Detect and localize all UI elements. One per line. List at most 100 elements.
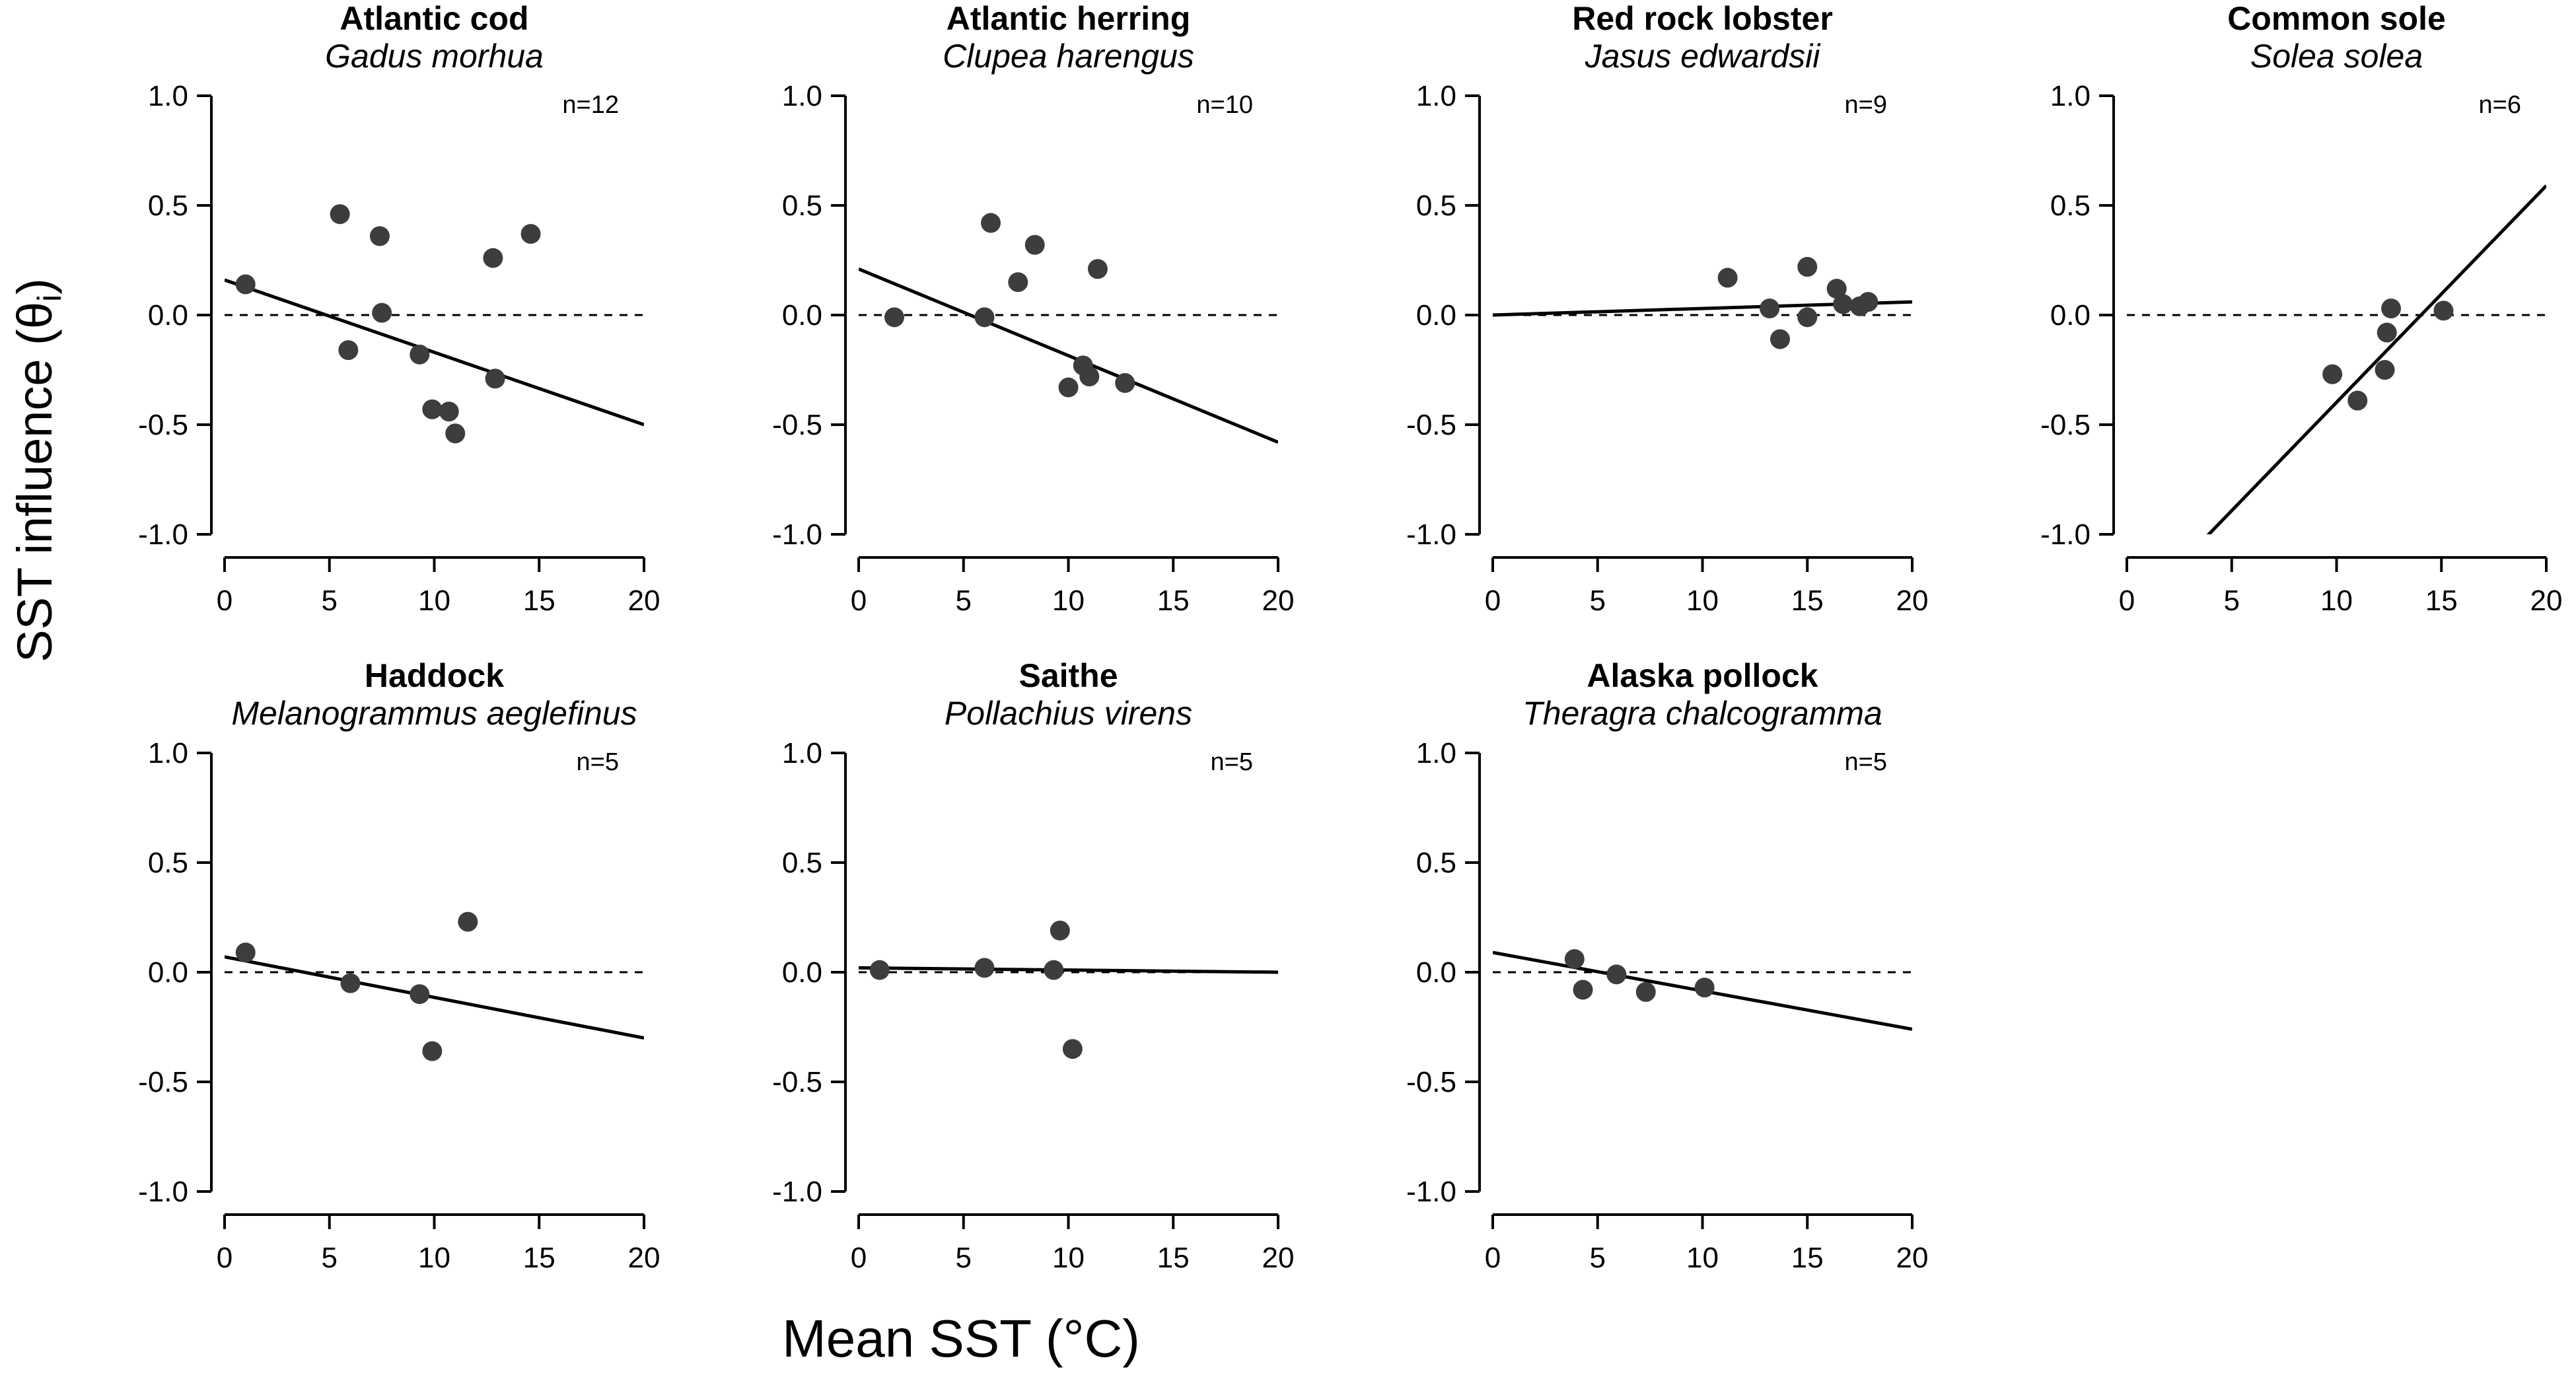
- y-tick-label: 1.0: [782, 737, 822, 769]
- regression-line: [225, 955, 644, 1040]
- data-point: [422, 1041, 443, 1061]
- data-point: [1797, 307, 1818, 328]
- x-tick-label: 15: [1791, 585, 1824, 617]
- x-tick-label: 5: [1590, 1242, 1606, 1274]
- y-tick-label: -1.0: [1406, 518, 1456, 551]
- x-tick-label: 5: [2224, 585, 2240, 617]
- x-tick-label: 15: [2425, 585, 2458, 617]
- data-point: [884, 307, 904, 328]
- plot-area: [859, 267, 1278, 444]
- x-tick-label: 5: [1590, 585, 1606, 617]
- panel-subtitle: Gadus morhua: [325, 38, 544, 75]
- y-tick-label: 0.0: [1416, 299, 1456, 332]
- sample-size-label: n=10: [1196, 91, 1253, 119]
- y-tick-label: 0.5: [782, 190, 822, 222]
- plot-area: [859, 966, 1278, 974]
- sample-size-label: n=6: [2479, 91, 2521, 119]
- x-tick-label: 10: [1052, 1242, 1085, 1274]
- panel-subtitle: Solea solea: [2250, 38, 2423, 75]
- data-point: [338, 340, 359, 361]
- y-tick-label: 0.0: [1416, 956, 1456, 989]
- data-point: [2433, 301, 2454, 321]
- y-tick-label: 0.5: [148, 190, 188, 222]
- data-point: [2322, 364, 2343, 384]
- data-point: [330, 204, 350, 225]
- panel-subtitle: Jasus edwardsii: [1585, 38, 1822, 75]
- data-point: [1079, 366, 1100, 386]
- x-axis-label: Mean SST (°C): [782, 1309, 1140, 1368]
- data-point: [1797, 256, 1818, 277]
- y-tick-label: 1.0: [1416, 737, 1456, 769]
- x-tick-label: 15: [1157, 585, 1190, 617]
- panel-title: Alaska pollock: [1587, 657, 1818, 694]
- data-point: [1115, 373, 1135, 393]
- data-point: [445, 423, 466, 444]
- data-point: [1573, 979, 1593, 1000]
- y-axis-label: SST influence (θi): [7, 278, 68, 662]
- data-point: [520, 224, 541, 244]
- data-point: [1044, 960, 1064, 980]
- panel-title: Saithe: [1019, 657, 1118, 694]
- regression-line: [225, 278, 644, 427]
- x-tick-label: 10: [418, 1242, 450, 1274]
- panel-subtitle: Clupea harengus: [943, 38, 1194, 75]
- y-tick-label: 0.5: [1416, 190, 1456, 222]
- data-point: [340, 973, 361, 993]
- x-tick-label: 0: [2119, 585, 2135, 617]
- y-tick-label: -1.0: [772, 1176, 822, 1208]
- data-point: [1833, 294, 1853, 314]
- y-tick-label: -1.0: [138, 1176, 188, 1208]
- x-tick-label: 15: [1791, 1242, 1824, 1274]
- y-tick-label: 0.5: [2050, 190, 2091, 222]
- data-point: [1050, 920, 1070, 941]
- x-tick-label: 20: [1896, 585, 1929, 617]
- y-tick-label: 1.0: [782, 80, 822, 112]
- data-point: [1024, 234, 1045, 255]
- data-point: [372, 302, 392, 323]
- panel-title: Atlantic cod: [340, 0, 528, 37]
- y-tick-label: -0.5: [138, 1066, 188, 1098]
- plot-area: [2127, 184, 2546, 534]
- y-tick-label: 0.0: [782, 299, 822, 332]
- x-tick-label: 20: [1896, 1242, 1929, 1274]
- data-point: [485, 369, 505, 389]
- panel-title: Atlantic herring: [947, 0, 1190, 37]
- x-tick-label: 15: [523, 585, 555, 617]
- data-point: [2347, 390, 2368, 411]
- sample-size-label: n=12: [562, 91, 619, 119]
- data-point: [439, 402, 459, 422]
- y-tick-label: 0.5: [148, 847, 188, 879]
- y-tick-label: 1.0: [1416, 80, 1456, 112]
- y-tick-label: 1.0: [148, 737, 188, 769]
- y-tick-label: -1.0: [772, 518, 822, 551]
- regression-line: [859, 966, 1278, 974]
- x-tick-label: 5: [322, 585, 338, 617]
- data-point: [1694, 978, 1715, 998]
- y-tick-label: 1.0: [148, 80, 188, 112]
- sample-size-label: n=5: [1211, 748, 1253, 776]
- x-tick-label: 15: [1157, 1242, 1190, 1274]
- x-tick-label: 0: [217, 585, 233, 617]
- sample-size-label: n=5: [577, 748, 619, 776]
- data-point: [2377, 322, 2397, 343]
- y-tick-label: 1.0: [2050, 80, 2091, 112]
- data-point: [2375, 360, 2395, 380]
- y-tick-label: 0.5: [1416, 847, 1456, 879]
- panel-title: Haddock: [365, 657, 504, 694]
- data-point: [1606, 964, 1627, 985]
- x-tick-label: 0: [851, 585, 867, 617]
- x-tick-label: 5: [956, 1242, 972, 1274]
- data-point: [369, 226, 390, 246]
- data-point: [235, 274, 256, 295]
- data-point: [1770, 329, 1790, 349]
- x-tick-label: 20: [628, 585, 661, 617]
- x-tick-label: 20: [1262, 585, 1295, 617]
- panel-subtitle: Pollachius virens: [945, 695, 1192, 732]
